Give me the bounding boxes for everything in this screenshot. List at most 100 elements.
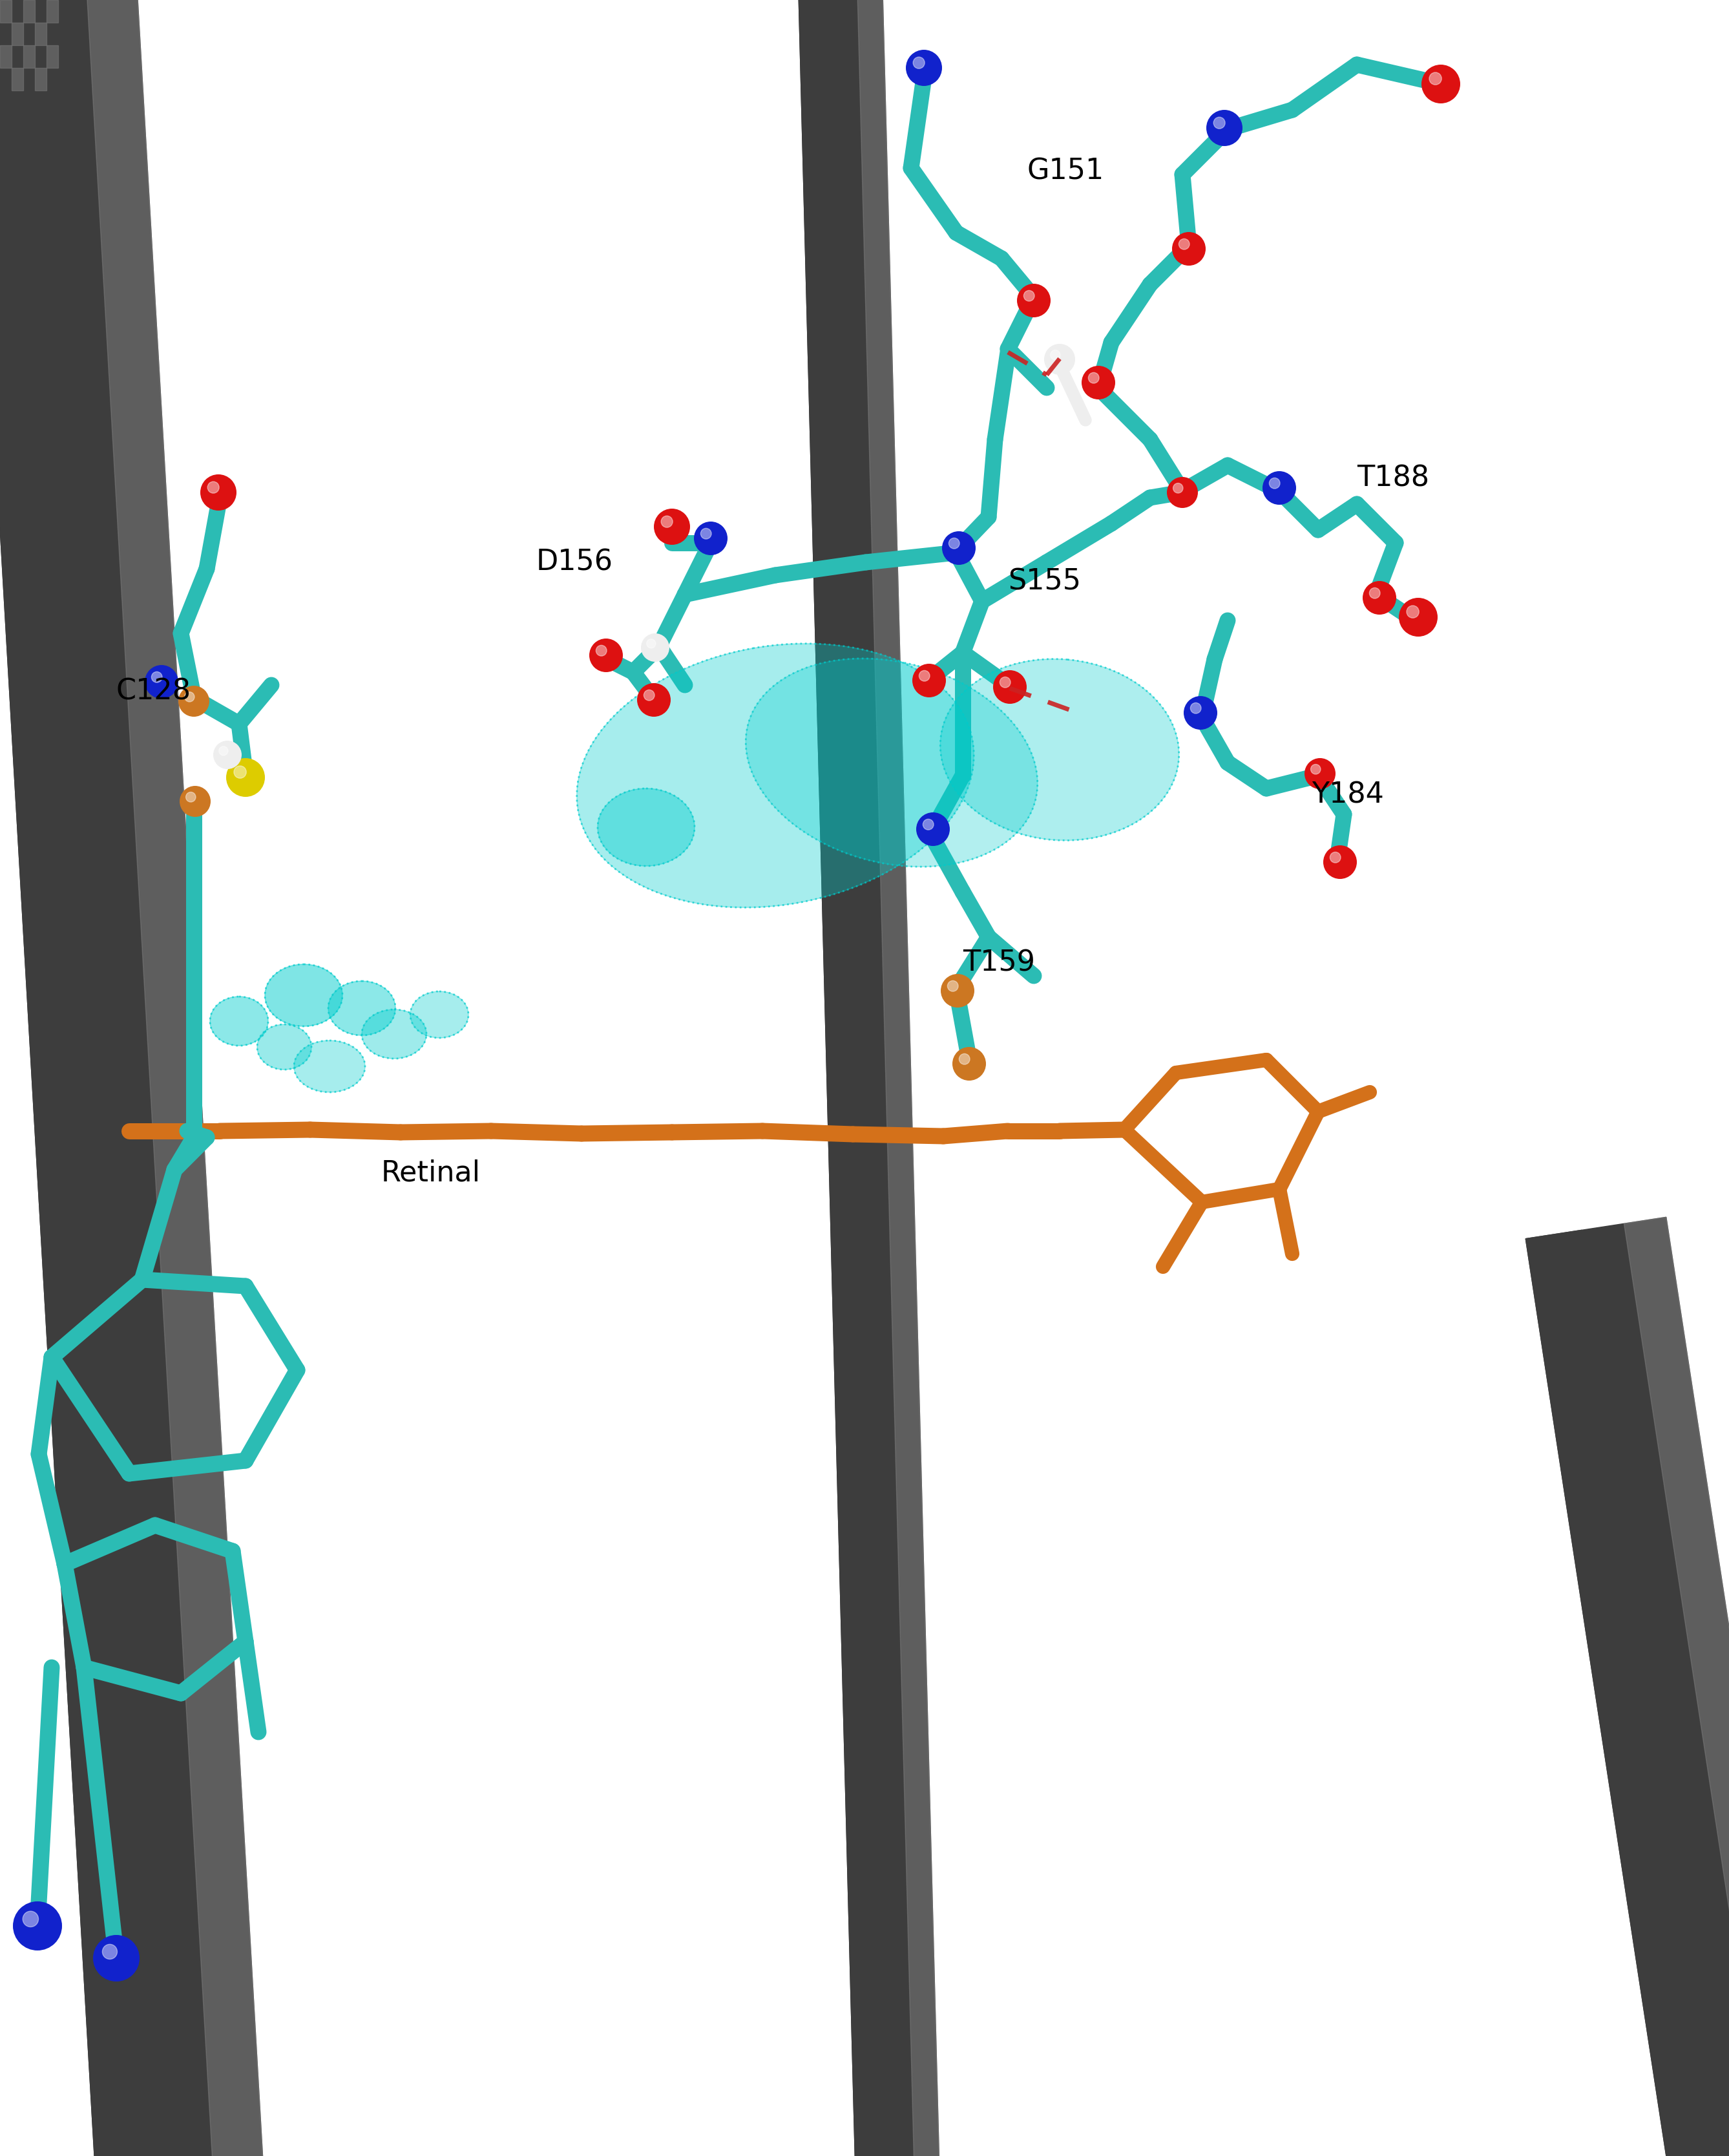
Polygon shape [1525, 1231, 1729, 2156]
Text: C128: C128 [116, 677, 192, 705]
Text: T159: T159 [963, 949, 1036, 977]
Circle shape [636, 683, 671, 716]
Circle shape [207, 481, 220, 494]
Circle shape [1269, 479, 1279, 489]
Circle shape [1082, 367, 1115, 399]
Ellipse shape [577, 645, 973, 908]
Polygon shape [0, 0, 164, 2156]
Polygon shape [0, 45, 12, 67]
Polygon shape [22, 0, 35, 22]
Circle shape [22, 1910, 38, 1927]
Polygon shape [12, 67, 22, 91]
Circle shape [590, 638, 622, 673]
Circle shape [185, 692, 194, 703]
Circle shape [213, 742, 242, 770]
Polygon shape [47, 0, 59, 22]
Ellipse shape [745, 658, 1037, 867]
Circle shape [1172, 233, 1205, 265]
Circle shape [1190, 703, 1202, 714]
Circle shape [1044, 343, 1075, 375]
Circle shape [1421, 65, 1461, 103]
Text: Retinal: Retinal [380, 1160, 481, 1188]
Circle shape [906, 50, 942, 86]
Polygon shape [35, 67, 47, 91]
Polygon shape [0, 0, 265, 2156]
Polygon shape [799, 0, 890, 2156]
Circle shape [920, 671, 930, 681]
Circle shape [93, 1934, 140, 1981]
Polygon shape [85, 0, 265, 2156]
Circle shape [647, 638, 655, 649]
Circle shape [641, 634, 669, 662]
Circle shape [1311, 763, 1321, 774]
Circle shape [185, 791, 195, 802]
Circle shape [1407, 606, 1420, 619]
Circle shape [1017, 285, 1051, 317]
Polygon shape [12, 22, 22, 45]
Ellipse shape [941, 660, 1179, 841]
Ellipse shape [258, 1024, 311, 1069]
Circle shape [12, 1902, 62, 1951]
Circle shape [913, 664, 946, 696]
Circle shape [949, 539, 960, 550]
Circle shape [1323, 845, 1357, 880]
Circle shape [960, 1054, 970, 1065]
Circle shape [1214, 116, 1226, 129]
Polygon shape [1525, 1218, 1729, 2156]
Circle shape [220, 746, 228, 755]
Ellipse shape [209, 996, 268, 1046]
Circle shape [660, 515, 673, 528]
Circle shape [643, 690, 655, 701]
Circle shape [923, 819, 934, 830]
Circle shape [1399, 597, 1437, 636]
Circle shape [1362, 580, 1397, 614]
Polygon shape [35, 22, 47, 45]
Circle shape [700, 528, 711, 539]
Circle shape [1088, 373, 1100, 384]
Text: S155: S155 [1008, 567, 1081, 595]
Circle shape [226, 759, 265, 798]
Ellipse shape [410, 992, 469, 1037]
Circle shape [233, 765, 246, 778]
Circle shape [953, 1048, 986, 1080]
Circle shape [145, 664, 178, 699]
Circle shape [1184, 696, 1217, 729]
Circle shape [1304, 759, 1335, 789]
Text: G151: G151 [1027, 157, 1105, 185]
Circle shape [1330, 852, 1340, 862]
Circle shape [1369, 589, 1380, 599]
Ellipse shape [329, 981, 396, 1035]
Circle shape [1050, 349, 1060, 360]
Circle shape [947, 981, 958, 992]
Circle shape [941, 975, 975, 1007]
Polygon shape [1624, 1218, 1729, 2156]
Circle shape [597, 645, 607, 655]
Circle shape [1179, 239, 1190, 250]
Circle shape [1207, 110, 1243, 147]
Polygon shape [47, 45, 59, 67]
Circle shape [1172, 483, 1183, 494]
Circle shape [1262, 472, 1297, 505]
Circle shape [992, 671, 1027, 703]
Circle shape [942, 530, 975, 565]
Circle shape [1167, 476, 1198, 509]
Circle shape [180, 787, 211, 817]
Circle shape [654, 509, 690, 545]
Ellipse shape [598, 789, 695, 867]
Polygon shape [799, 0, 941, 2156]
Polygon shape [858, 0, 941, 2156]
Circle shape [693, 522, 728, 554]
Circle shape [1430, 73, 1442, 84]
Circle shape [201, 474, 237, 511]
Circle shape [916, 813, 949, 845]
Text: Y184: Y184 [1312, 780, 1383, 808]
Circle shape [1024, 291, 1034, 302]
Ellipse shape [265, 964, 342, 1026]
Text: T188: T188 [1357, 464, 1430, 492]
Circle shape [178, 686, 209, 716]
Circle shape [913, 56, 925, 69]
Ellipse shape [361, 1009, 427, 1059]
Circle shape [152, 673, 163, 683]
Ellipse shape [294, 1041, 365, 1093]
Text: D156: D156 [536, 548, 614, 576]
